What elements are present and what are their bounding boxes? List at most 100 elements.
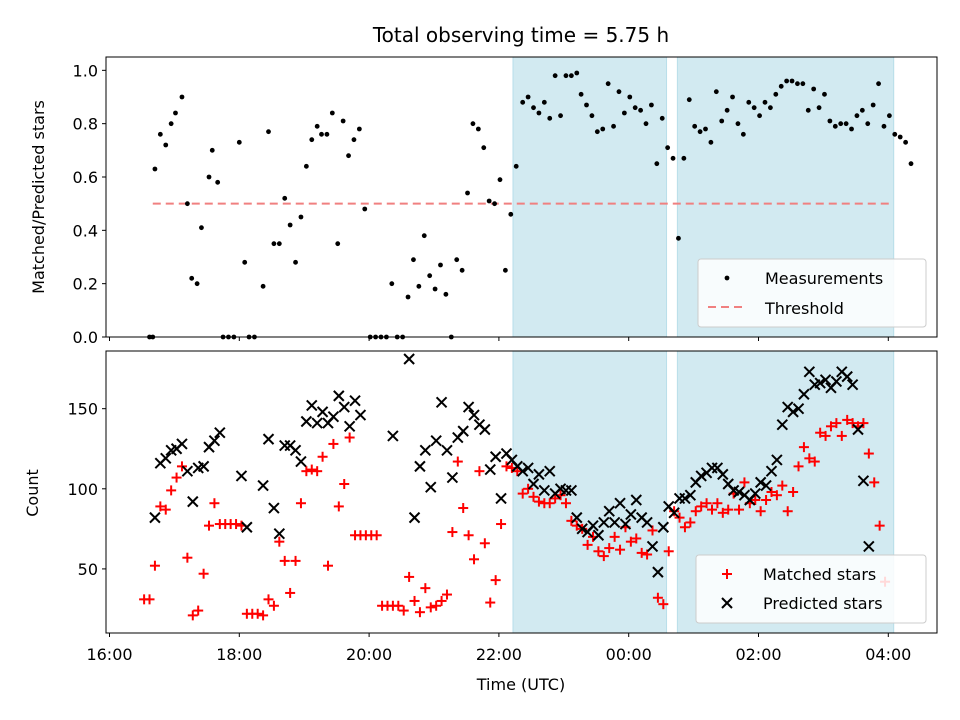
measurement-point — [282, 195, 288, 201]
measurement-point — [800, 81, 806, 87]
predicted-star-point — [354, 409, 367, 421]
matched-star-point — [295, 498, 306, 509]
measurement-point — [520, 99, 526, 105]
measurement-point — [708, 139, 714, 145]
measurement-point — [892, 131, 898, 137]
matched-star-point — [831, 418, 842, 429]
measurement-point — [421, 233, 427, 239]
measurement-point — [784, 78, 790, 84]
matched-star-point — [523, 483, 534, 494]
matched-star-point — [609, 531, 620, 542]
predicted-star-point — [641, 516, 653, 529]
predicted-star-point — [657, 521, 670, 533]
matched-star-point — [463, 530, 474, 541]
measurement-point — [563, 73, 569, 79]
measurement-point — [298, 214, 304, 220]
predicted-star-point — [435, 396, 448, 408]
matched-star-point — [674, 512, 685, 523]
measurement-point — [152, 166, 158, 172]
matched-star-point — [550, 493, 561, 504]
measurement-point — [346, 153, 351, 159]
matched-star-point — [544, 498, 555, 509]
matched-star-point — [793, 461, 804, 472]
predicted-star-point — [857, 475, 870, 487]
matched-star-point — [615, 544, 626, 555]
matched-star-point — [593, 546, 604, 557]
measurement-point — [795, 81, 800, 87]
measurement-point — [443, 291, 449, 297]
measurement-point — [389, 281, 395, 287]
predicted-star-point — [430, 435, 442, 447]
bottom-shaded-region-1 — [512, 350, 668, 634]
predicted-star-point — [489, 451, 502, 463]
predicted-star-point — [241, 521, 253, 533]
matched-star-point — [658, 599, 669, 610]
predicted-star-point — [565, 484, 578, 497]
predicted-star-point — [414, 460, 426, 473]
top-y-tick-label: 0.4 — [73, 221, 98, 240]
matched-star-point — [198, 568, 209, 579]
measurement-point — [632, 105, 638, 111]
predicted-star-point — [668, 507, 680, 519]
x-tick-label: 16:00 — [86, 645, 132, 664]
matched-star-point — [231, 519, 242, 530]
matched-star-point — [825, 421, 836, 432]
top-y-tick-label: 0.0 — [73, 328, 98, 347]
measurement-point — [470, 121, 476, 127]
matched-star-point — [788, 487, 799, 497]
matched-star-point — [528, 491, 539, 502]
matched-star-point — [766, 487, 777, 497]
predicted-star-point — [338, 401, 350, 413]
matched-star-point — [274, 536, 285, 547]
measurement-point — [594, 129, 600, 135]
matched-star-point — [485, 597, 496, 608]
measurement-point — [600, 126, 606, 132]
matched-star-point — [647, 525, 658, 536]
predicted-star-point — [619, 518, 632, 530]
matched-star-point — [371, 530, 382, 541]
matched-star-point — [701, 498, 712, 509]
matched-star-point — [717, 507, 728, 518]
measurement-point — [773, 91, 779, 97]
measurement-point — [778, 83, 784, 89]
matched-star-point — [490, 575, 501, 586]
measurement-point — [686, 97, 692, 103]
matched-star-point — [398, 605, 409, 616]
measurement-point — [525, 94, 531, 100]
predicted-star-point — [468, 409, 480, 421]
measurement-point — [432, 286, 438, 292]
matched-star-point — [863, 448, 874, 459]
x-tick-label: 02:00 — [735, 645, 781, 664]
predicted-star-point — [760, 479, 772, 492]
matched-star-point — [425, 602, 436, 613]
measurement-point — [475, 126, 481, 132]
measurement-point — [670, 155, 676, 161]
matched-star-point — [669, 506, 680, 517]
measurement-point — [730, 94, 735, 100]
matched-star-point — [393, 600, 404, 611]
measurement-point — [194, 281, 200, 287]
matched-star-point — [301, 466, 312, 477]
measurement-point — [713, 89, 719, 95]
measurement-point — [179, 94, 185, 100]
predicted-star-point — [408, 511, 421, 524]
measurement-point — [621, 110, 627, 116]
predicted-star-point — [316, 406, 329, 418]
top-y-ticks: 0.0 0.2 0.4 0.6 0.8 1.0 — [73, 61, 106, 347]
matched-star-point — [533, 496, 544, 507]
predicted-star-point — [403, 353, 415, 365]
matched-star-point — [690, 506, 701, 517]
bottom-x-ticks: 16:00 18:00 20:00 22:00 00:00 02:00 04:00 — [86, 633, 911, 664]
top-legend: Measurements Threshold — [697, 258, 927, 328]
predicted-star-point — [343, 420, 356, 433]
predicted-star-point — [841, 370, 853, 383]
measurement-point — [584, 102, 589, 108]
predicted-star-point — [446, 471, 459, 484]
matched-star-point — [171, 472, 182, 483]
matched-star-point — [869, 477, 880, 488]
x-tick-label: 00:00 — [606, 645, 652, 664]
predicted-star-point — [533, 468, 545, 481]
matched-star-point — [771, 490, 782, 501]
top-shaded-region-1 — [512, 56, 668, 338]
predicted-star-point — [684, 489, 697, 501]
